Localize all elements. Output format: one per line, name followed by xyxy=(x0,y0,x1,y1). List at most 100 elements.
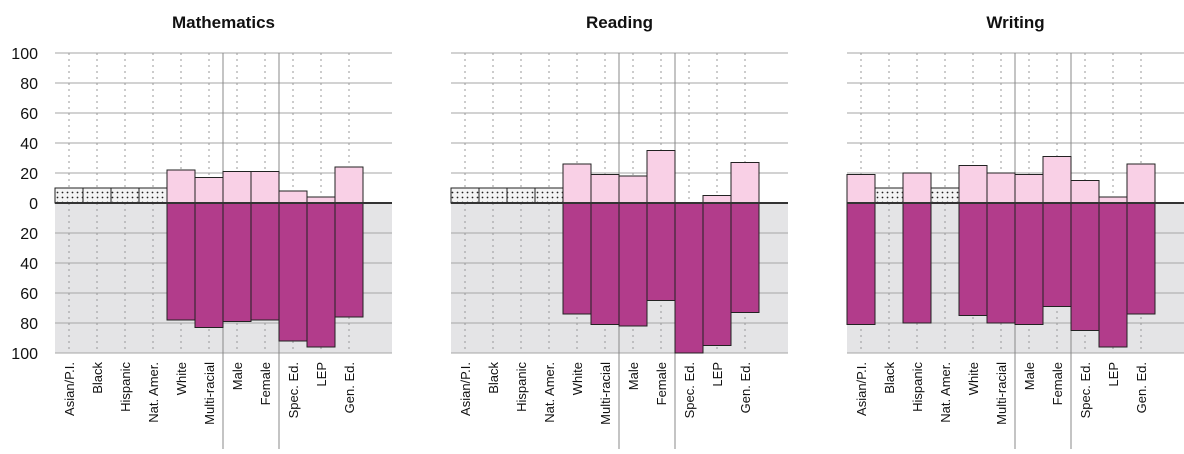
x-tick-label: White xyxy=(174,362,189,395)
suppressed-bar xyxy=(534,187,564,204)
x-tick-label: Gen. Ed. xyxy=(342,362,357,413)
lower-bar xyxy=(1014,202,1044,325)
upper-bar xyxy=(1042,156,1072,204)
upper-bar xyxy=(958,165,988,204)
lower-bar xyxy=(702,202,732,346)
x-tick-label: Gen. Ed. xyxy=(738,362,753,413)
upper-bar xyxy=(1014,174,1044,204)
upper-bar xyxy=(562,163,592,204)
lower-bar xyxy=(194,202,224,328)
suppressed-bar xyxy=(930,187,960,204)
upper-bar xyxy=(250,171,280,204)
suppressed-bar xyxy=(110,187,140,204)
upper-bar xyxy=(222,171,252,204)
upper-bar xyxy=(646,150,676,204)
panel-reading: Reading Asian/P.I. Black Hispanic Nat. Amer.… xyxy=(450,13,788,449)
y-tick-label: 40 xyxy=(20,256,38,273)
x-tick-label: Asian/P.I. xyxy=(62,362,77,416)
lower-bar xyxy=(618,202,648,327)
x-tick-label: Hispanic xyxy=(514,362,529,412)
lower-bar xyxy=(1042,202,1072,307)
lower-bar xyxy=(730,202,760,313)
upper-bar xyxy=(1070,180,1100,204)
x-tick-label: White xyxy=(570,362,585,395)
lower-bar xyxy=(1070,202,1100,331)
upper-bar xyxy=(702,195,732,204)
y-tick-label: 60 xyxy=(20,286,38,303)
lower-bar xyxy=(1126,202,1156,315)
x-tick-label: Nat. Amer. xyxy=(938,362,953,423)
upper-bar xyxy=(902,172,932,204)
x-tick-label: Male xyxy=(230,362,245,390)
x-tick-label: Nat. Amer. xyxy=(542,362,557,423)
suppressed-bar xyxy=(138,187,168,204)
x-tick-label: Multi-racial xyxy=(994,362,1009,425)
x-tick-label: Male xyxy=(626,362,641,390)
suppressed-bar xyxy=(478,187,508,204)
lower-bar xyxy=(986,202,1016,324)
x-tick-label: Hispanic xyxy=(910,362,925,412)
suppressed-bar xyxy=(450,187,480,204)
y-tick-label: 80 xyxy=(20,76,38,93)
lower-bar xyxy=(306,202,336,348)
panel-title: Mathematics xyxy=(172,13,275,32)
x-tick-label: Multi-racial xyxy=(598,362,613,425)
x-tick-label: Asian/P.I. xyxy=(458,362,473,416)
x-tick-label: Male xyxy=(1022,362,1037,390)
upper-bar xyxy=(618,175,648,204)
upper-bar xyxy=(986,172,1016,204)
y-tick-label: 60 xyxy=(20,106,38,123)
lower-bar xyxy=(846,202,876,325)
x-tick-label: LEP xyxy=(1106,362,1121,387)
lower-bar xyxy=(334,202,364,318)
x-tick-label: Gen. Ed. xyxy=(1134,362,1149,413)
x-tick-label: Asian/P.I. xyxy=(854,362,869,416)
upper-bar xyxy=(1126,163,1156,204)
x-tick-label: LEP xyxy=(314,362,329,387)
upper-bar xyxy=(278,190,308,204)
panel-title: Writing xyxy=(986,13,1044,32)
lower-bar xyxy=(902,202,932,324)
x-tick-label: Black xyxy=(882,362,897,394)
y-tick-label: 20 xyxy=(20,166,38,183)
x-tick-label: Female xyxy=(258,362,273,405)
y-tick-label: 80 xyxy=(20,316,38,333)
lower-bar xyxy=(250,202,280,321)
y-tick-label: 0 xyxy=(29,196,38,213)
upper-bar xyxy=(334,166,364,204)
upper-bar xyxy=(166,169,196,204)
x-tick-label: Spec. Ed. xyxy=(1078,362,1093,418)
lower-bar xyxy=(590,202,620,325)
panel-title: Reading xyxy=(586,13,653,32)
lower-bar xyxy=(562,202,592,315)
lower-bar xyxy=(1098,202,1128,348)
lower-bar xyxy=(958,202,988,316)
y-tick-label: 100 xyxy=(11,346,38,363)
x-tick-label: Multi-racial xyxy=(202,362,217,425)
lower-bar xyxy=(166,202,196,321)
suppressed-bar xyxy=(54,187,84,204)
x-tick-label: White xyxy=(966,362,981,395)
lower-bar xyxy=(646,202,676,301)
x-tick-label: Spec. Ed. xyxy=(286,362,301,418)
suppressed-bar xyxy=(82,187,112,204)
x-tick-label: Black xyxy=(90,362,105,394)
upper-bar xyxy=(730,162,760,204)
suppressed-bar xyxy=(506,187,536,204)
x-tick-label: Hispanic xyxy=(118,362,133,412)
x-tick-label: LEP xyxy=(710,362,725,387)
y-tick-label: 100 xyxy=(11,46,38,63)
lower-bar xyxy=(674,202,704,354)
suppressed-bar xyxy=(874,187,904,204)
panel-writing: Writing Asian/P.I. Black Hispanic Nat. Amer.… xyxy=(846,13,1184,449)
upper-bar xyxy=(590,174,620,204)
x-tick-label: Female xyxy=(654,362,669,405)
y-tick-label: 20 xyxy=(20,226,38,243)
lower-bar xyxy=(278,202,308,342)
lower-bar xyxy=(222,202,252,322)
upper-bar xyxy=(194,177,224,204)
y-tick-label: 40 xyxy=(20,136,38,153)
upper-bar xyxy=(846,174,876,204)
